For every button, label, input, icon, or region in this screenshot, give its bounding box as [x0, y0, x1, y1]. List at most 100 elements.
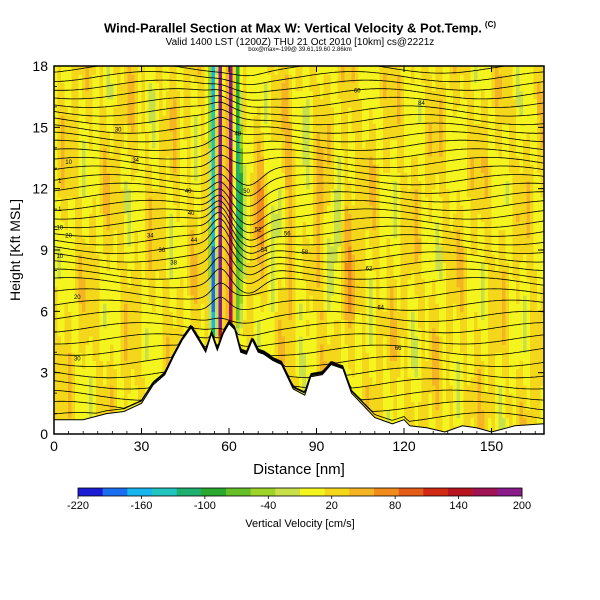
field-cell	[222, 286, 227, 296]
field-cell	[334, 286, 339, 296]
field-cell	[176, 188, 181, 198]
field-cell	[162, 155, 167, 165]
field-cell	[267, 205, 272, 214]
field-cell	[173, 66, 178, 75]
field-cell	[285, 229, 290, 239]
field-cell	[246, 106, 251, 116]
field-cell	[204, 106, 209, 116]
field-cell	[358, 139, 363, 149]
field-cell	[92, 147, 97, 157]
field-cell	[113, 286, 118, 296]
field-cell	[54, 98, 59, 108]
field-cell	[320, 106, 325, 116]
field-cell	[236, 172, 241, 182]
field-cell	[253, 205, 258, 214]
field-cell	[82, 205, 87, 214]
field-cell	[141, 294, 146, 304]
field-cell	[64, 270, 69, 280]
field-cell	[61, 311, 66, 321]
field-cell	[159, 180, 164, 190]
field-cell	[134, 393, 139, 402]
field-cell	[99, 164, 104, 173]
field-cell	[432, 245, 437, 255]
field-cell	[379, 311, 384, 321]
field-cell	[316, 286, 321, 296]
field-cell	[257, 303, 262, 312]
field-cell	[155, 155, 160, 165]
field-cell	[138, 82, 143, 92]
field-cell	[376, 164, 381, 173]
field-cell	[425, 115, 430, 124]
field-cell	[68, 164, 73, 173]
field-cell	[127, 205, 132, 214]
field-cell	[411, 335, 416, 345]
field-cell	[414, 286, 419, 296]
field-cell	[246, 147, 251, 157]
field-cell	[299, 229, 304, 239]
field-cell	[418, 352, 423, 361]
field-cell	[320, 213, 325, 222]
field-cell	[323, 213, 328, 222]
field-cell	[71, 360, 76, 370]
field-cell	[75, 229, 80, 239]
field-cell	[383, 115, 388, 124]
field-cell	[439, 262, 444, 272]
field-cell	[425, 368, 430, 378]
field-cell	[348, 311, 353, 321]
field-cell	[78, 90, 83, 100]
field-cell	[225, 123, 230, 133]
field-cell	[306, 245, 311, 255]
field-cell	[243, 294, 248, 304]
field-cell	[246, 196, 251, 206]
field-cell	[344, 205, 349, 214]
field-cell	[299, 254, 304, 263]
field-cell	[134, 66, 139, 75]
field-cell	[190, 213, 195, 222]
field-cell	[99, 98, 104, 108]
field-cell	[344, 319, 349, 329]
field-cell	[418, 319, 423, 329]
field-cell	[89, 221, 94, 231]
field-cell	[183, 229, 188, 239]
field-cell	[337, 221, 342, 231]
field-cell	[173, 196, 178, 206]
field-cell	[61, 286, 66, 296]
field-cell	[201, 131, 206, 141]
field-cell	[85, 115, 90, 124]
field-cell	[267, 147, 272, 157]
field-cell	[390, 368, 395, 378]
field-cell	[418, 278, 423, 288]
field-cell	[274, 74, 279, 83]
field-cell	[362, 74, 367, 83]
field-cell	[78, 245, 83, 255]
field-cell	[383, 74, 388, 83]
field-cell	[379, 409, 384, 419]
field-cell	[218, 66, 223, 75]
field-cell	[64, 98, 69, 108]
field-cell	[204, 221, 209, 231]
field-cell	[421, 409, 426, 419]
field-cell	[117, 74, 122, 83]
field-cell	[393, 131, 398, 141]
field-cell	[194, 237, 199, 247]
field-cell	[407, 262, 412, 272]
field-cell	[201, 106, 206, 116]
field-cell	[201, 205, 206, 214]
field-cell	[159, 196, 164, 206]
field-cell	[257, 139, 262, 149]
field-cell	[145, 139, 150, 149]
field-cell	[68, 213, 73, 222]
field-cell	[435, 254, 440, 263]
field-cell	[127, 319, 132, 329]
field-cell	[159, 164, 164, 173]
field-cell	[320, 237, 325, 247]
field-cell	[264, 254, 269, 263]
field-cell	[117, 335, 122, 345]
field-cell	[204, 66, 209, 75]
field-cell	[64, 327, 69, 337]
field-cell	[323, 66, 328, 75]
field-cell	[229, 90, 234, 100]
field-cell	[89, 213, 94, 222]
field-cell	[344, 327, 349, 337]
field-cell	[418, 164, 423, 173]
